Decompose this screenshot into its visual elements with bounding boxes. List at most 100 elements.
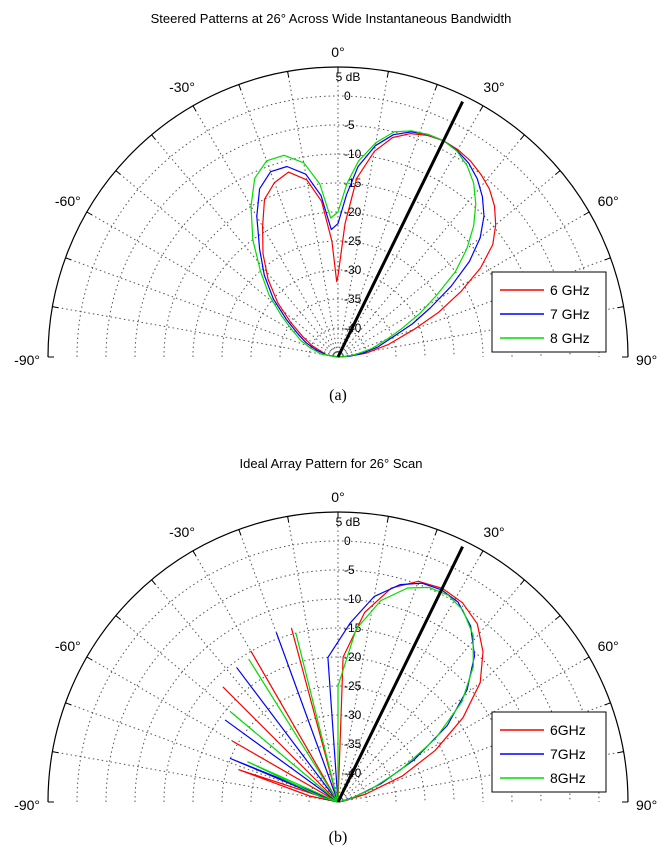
radial-gridline (52, 306, 339, 358)
angle-tickmark (238, 84, 242, 91)
angle-tickmark (65, 702, 72, 706)
angle-tick-label: -60° (55, 193, 81, 209)
radial-tick-label: -30 (344, 708, 362, 722)
radial-tick-label: -35 (344, 737, 362, 751)
angle-tickmark (604, 257, 611, 261)
angle-tickmark (583, 211, 590, 216)
legend-label: 6GHz (550, 722, 586, 738)
angle-tickmark (434, 84, 438, 91)
angle-tick-label: 60° (598, 638, 619, 654)
angle-tickmark (52, 751, 59, 754)
radial-tick-label: -5 (344, 118, 355, 132)
ring-gridline (76, 95, 600, 358)
angle-tickmark (386, 516, 389, 523)
radial-gridline (337, 306, 624, 358)
angle-tick-label: 60° (598, 193, 619, 209)
radial-gridline (115, 615, 339, 803)
steer-direction-line (336, 545, 464, 803)
radial-tick-label: 0 (344, 534, 351, 548)
angle-tickmark (65, 257, 72, 261)
angle-tickmark (192, 105, 197, 112)
angle-tickmark (86, 211, 93, 216)
series-line-6ghz (262, 133, 497, 358)
radial-gridline (337, 84, 438, 358)
legend-label: 8GHz (550, 770, 586, 786)
angle-tickmark (617, 751, 624, 754)
radial-tick-label: -30 (344, 263, 362, 277)
angle-tick-label: -90° (14, 797, 40, 813)
angle-tick-label: 30° (483, 524, 504, 540)
steer-direction-line (336, 100, 464, 358)
radial-gridline (337, 751, 624, 803)
legend-label: 7 GHz (550, 306, 590, 322)
radial-tick-label: -15 (344, 621, 362, 635)
series-line-8ghz (250, 130, 477, 358)
ring-gridline (250, 269, 426, 358)
angle-tickmark (192, 550, 197, 557)
angle-tickmark (479, 105, 484, 112)
radial-gridline (52, 751, 339, 803)
chart-title: Steered Patterns at 26° Across Wide Inst… (151, 11, 512, 26)
legend-box (491, 711, 607, 793)
angle-tickmark (86, 656, 93, 661)
radial-tick-label: -35 (344, 292, 362, 306)
angle-tickmark (604, 702, 611, 706)
radial-gridline (287, 71, 339, 358)
angle-tickmark (555, 170, 561, 175)
angle-tickmark (583, 656, 590, 661)
radial-tick-label: 0 (344, 89, 351, 103)
legend-label: 8 GHz (550, 330, 590, 346)
angle-tickmark (617, 306, 624, 309)
angle-tickmark (434, 529, 438, 536)
ring-gridline (279, 298, 397, 358)
radial-tick-label: -25 (344, 234, 362, 248)
angle-tick-label: -30° (169, 524, 195, 540)
chart-title: Ideal Array Pattern for 26° Scan (240, 456, 423, 471)
ring-gridline (105, 124, 571, 358)
angle-tick-label: 90° (636, 352, 657, 368)
angle-tick-label: 0° (331, 44, 344, 60)
angle-tickmark (287, 71, 290, 78)
figure-caption: (b) (329, 829, 348, 846)
angle-tickmark (520, 579, 525, 585)
angle-tickmark (52, 306, 59, 309)
radial-tick-label: 5 dB (336, 70, 361, 84)
angle-tick-label: -30° (169, 79, 195, 95)
radial-gridline (337, 529, 438, 803)
ring-gridline (221, 685, 455, 803)
radial-gridline (287, 516, 339, 803)
ring-gridline (76, 540, 600, 803)
series-line-6ghz (222, 580, 484, 803)
radial-gridline (192, 105, 339, 358)
radial-gridline (337, 170, 561, 358)
radial-tick-label: -25 (344, 679, 362, 693)
ring-gridline (308, 327, 368, 358)
angle-tickmark (151, 134, 156, 140)
angle-tick-label: 90° (636, 797, 657, 813)
angle-tick-label: -90° (14, 352, 40, 368)
figure-caption: (a) (329, 387, 347, 404)
legend-label: 6 GHz (550, 282, 590, 298)
polar-chart-b: Ideal Array Pattern for 26° Scan -90° -60°… (14, 456, 657, 846)
radial-tick-label: 5 dB (336, 515, 361, 529)
radial-gridline (337, 105, 484, 358)
angle-tickmark (287, 516, 290, 523)
radial-gridline (337, 702, 611, 803)
series-line-8ghz (230, 586, 474, 803)
ring-gridline (221, 240, 455, 358)
ring-gridline (105, 569, 571, 803)
angle-tickmark (238, 529, 242, 536)
angle-tick-label: -60° (55, 638, 81, 654)
angle-tickmark (115, 170, 121, 175)
angle-tickmark (555, 615, 561, 620)
angle-tick-label: 0° (331, 489, 344, 505)
radial-gridline (115, 170, 339, 358)
angle-tickmark (115, 615, 121, 620)
radial-gridline (337, 257, 611, 358)
legend-label: 7GHz (550, 746, 586, 762)
angle-tickmark (151, 579, 156, 585)
angle-tickmark (386, 71, 389, 78)
angle-tickmark (520, 134, 525, 140)
radial-gridline (86, 656, 339, 803)
